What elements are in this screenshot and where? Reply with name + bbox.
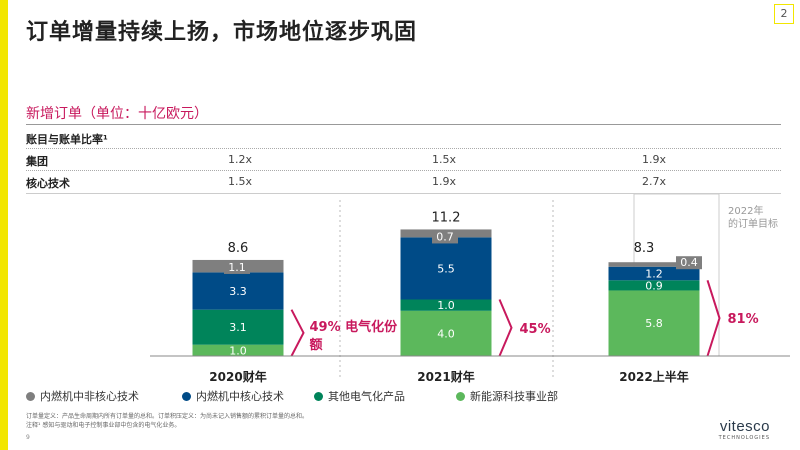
bar-segment [608, 290, 700, 356]
share-label: 81% [728, 312, 759, 327]
chart-subtitle: 新增订单（单位：十亿欧元） [26, 106, 208, 122]
ratio-value: 1.5x [431, 153, 456, 166]
value-label: 3.1 [229, 321, 247, 334]
share-label: 45% [520, 322, 551, 337]
legend-label: 新能源科技事业部 [470, 390, 558, 403]
share-bracket [498, 299, 513, 357]
ratio-value: 1.9x [641, 153, 666, 166]
logo-wordmark: vitesco [719, 418, 770, 435]
page-number-box: 2 [774, 4, 794, 24]
value-label: 5.5 [437, 262, 455, 275]
value-label: 1.1 [228, 261, 246, 274]
page-number: 9 [26, 434, 30, 441]
category-label: 2022上半年 [619, 369, 688, 384]
bar-segment [608, 266, 700, 281]
legend-swatch [182, 391, 191, 401]
footnote: 订单量定义：产品生命周期内所有订单量的总和。订单积压定义：为尚未记入销售额的累积… [26, 412, 308, 430]
total-label: 8.3 [634, 241, 655, 256]
share-label: 额 [310, 337, 323, 353]
ratio-table-header: 账目与账单比率¹ [26, 133, 108, 146]
ratio-row-label-group: 集团 [26, 155, 48, 168]
value-label: 4.0 [437, 327, 455, 340]
bar-segment [608, 280, 700, 291]
target-label: 2022年 [728, 204, 763, 217]
bar-segment [192, 309, 284, 345]
bar-segment [400, 310, 492, 356]
value-label: 3.3 [229, 285, 247, 298]
legend-label: 内燃机中非核心技术 [40, 390, 139, 403]
legend-label: 其他电气化产品 [328, 390, 405, 403]
value-label: 0.9 [645, 279, 663, 292]
logo-subtext: TECHNOLOGIES [718, 435, 770, 441]
page-title: 订单增量持续上扬，市场地位逐步巩固 [26, 20, 418, 45]
value-label-box [432, 230, 458, 244]
bar-segment [192, 272, 284, 310]
category-label: 2020财年 [209, 369, 266, 384]
legend-item: 内燃机中核心技术 [182, 388, 284, 404]
footnote-line: 订单量定义：产品生命周期内所有订单量的总和。订单积压定义：为尚未记入销售额的累积… [26, 413, 309, 420]
vitesco-logo: vitesco TECHNOLOGIES [719, 418, 770, 441]
ratio-table-bottom-rule [26, 193, 781, 194]
value-label: 5.8 [645, 317, 663, 330]
legend-item: 新能源科技事业部 [456, 388, 558, 404]
bar-segment [608, 262, 700, 267]
value-label: 0.4 [680, 256, 698, 269]
bar-segment [192, 344, 284, 356]
value-label: 1.0 [229, 344, 247, 357]
ratio-row-divider [26, 170, 781, 171]
share-bracket [290, 309, 305, 357]
legend-item: 其他电气化产品 [314, 388, 405, 404]
value-label: 1.2 [645, 268, 663, 281]
share-label: 49% 电气化份 [310, 319, 399, 335]
ratio-value: 1.2x [227, 153, 252, 166]
bar-segment [400, 237, 492, 300]
total-label: 8.6 [228, 241, 249, 256]
ratio-value: 1.9x [431, 175, 456, 188]
ratio-value: 1.5x [227, 175, 252, 188]
total-label: 11.2 [432, 210, 461, 225]
subtitle-rule [26, 124, 781, 125]
ratio-row-divider [26, 148, 781, 149]
legend-swatch [26, 391, 35, 401]
value-label-box [676, 256, 702, 270]
value-label: 0.7 [436, 230, 454, 243]
value-label-box [224, 260, 250, 274]
ratio-value: 2.7x [641, 175, 666, 188]
target-label: 的订单目标 [728, 217, 778, 230]
footnote-line: 注释¹ 感知与驱动和电子控制事业部中包含的电气化业务。 [26, 422, 181, 429]
legend-swatch [456, 391, 465, 401]
legend-label: 内燃机中核心技术 [196, 390, 284, 403]
value-label: 1.0 [437, 299, 455, 312]
ratio-row-label-core: 核心技术 [26, 177, 70, 190]
accent-bar [0, 0, 8, 450]
share-bracket [706, 279, 721, 357]
category-label: 2021财年 [417, 369, 474, 384]
legend-item: 内燃机中非核心技术 [26, 388, 139, 404]
bar-segment [400, 299, 492, 311]
legend-swatch [314, 391, 323, 401]
